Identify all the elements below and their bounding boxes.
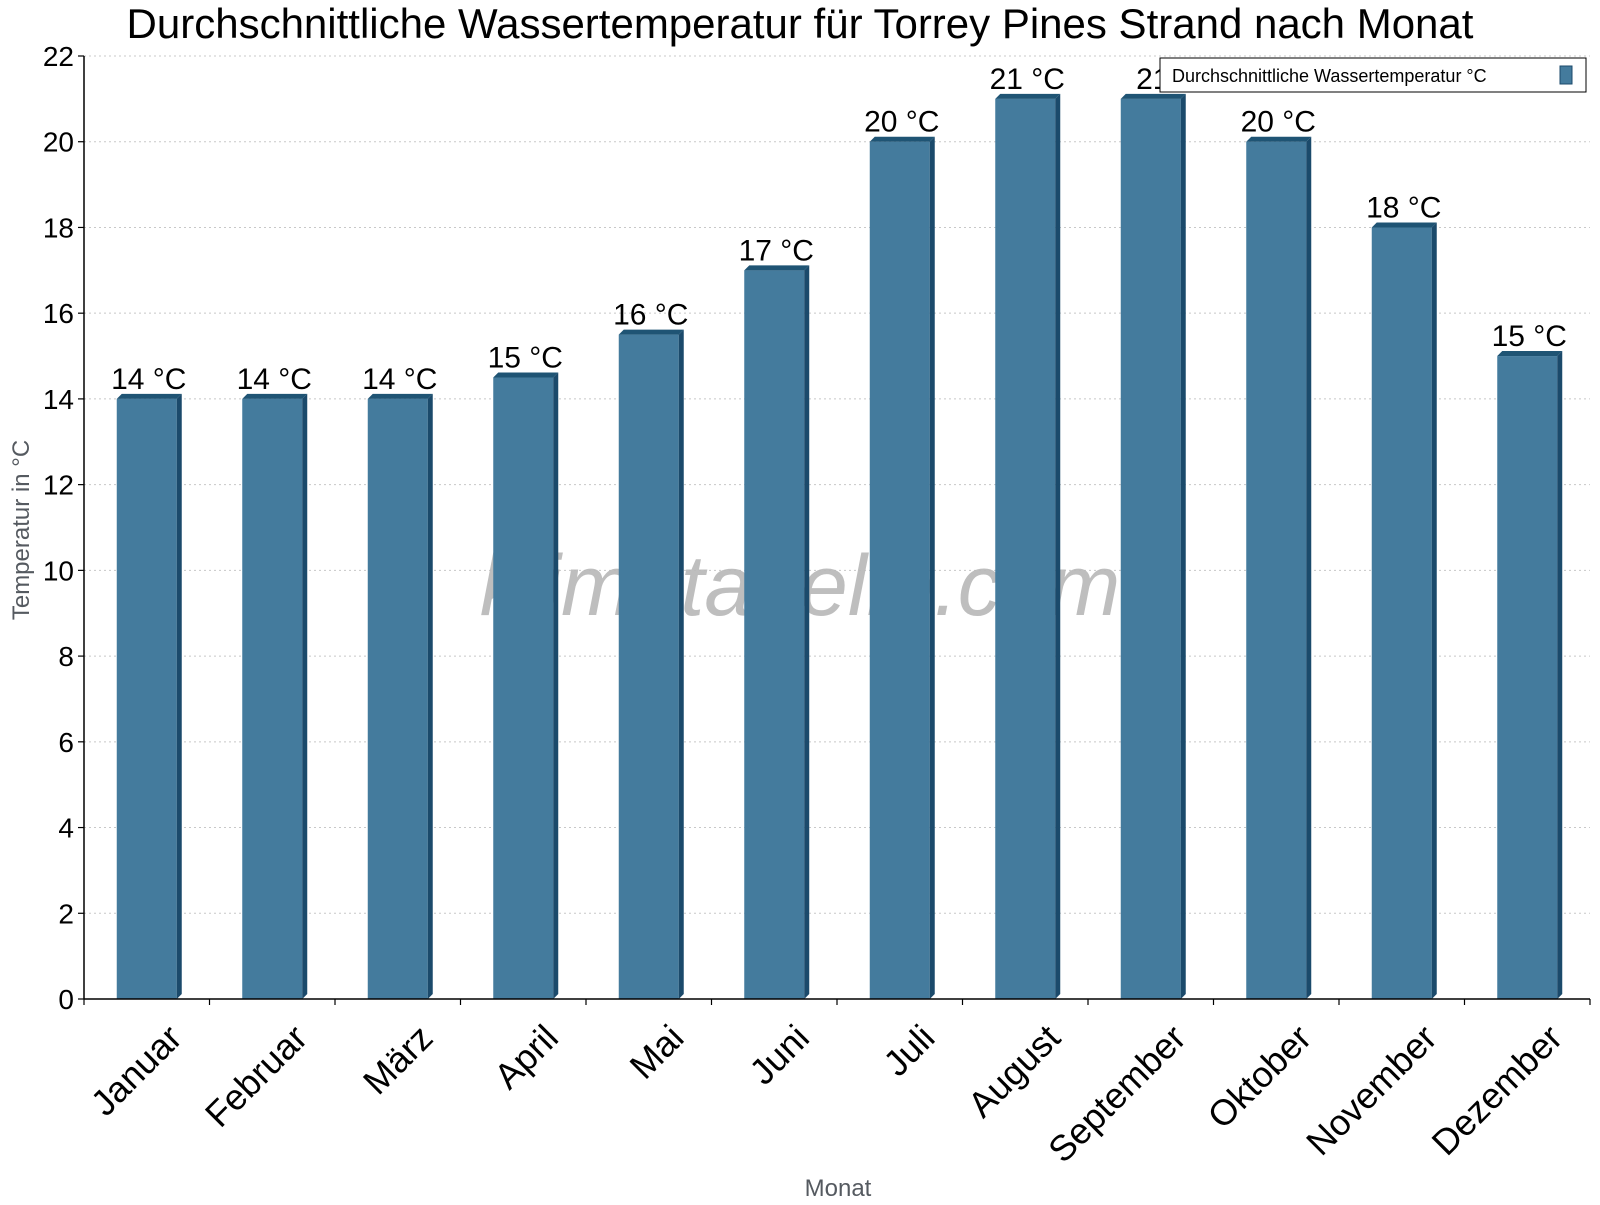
data-label: 20 °C xyxy=(1241,106,1316,139)
bar-front xyxy=(869,141,930,999)
bar-side xyxy=(302,393,308,1000)
bar-8 xyxy=(995,93,1061,999)
data-labels: 14 °C 14 °C 14 °C 15 °C 16 °C 17 °C 20 °C 21 °C… xyxy=(111,63,1567,396)
data-label: 17 °C xyxy=(739,234,814,267)
bar-side xyxy=(1306,136,1312,999)
data-label: 14 °C xyxy=(111,363,186,396)
bars xyxy=(116,93,1563,1000)
bar-10 xyxy=(1246,136,1312,999)
y-tick-label: 16 xyxy=(43,298,74,329)
bar-top xyxy=(618,329,684,335)
x-tick-label: Januar xyxy=(83,1017,190,1124)
bar-front xyxy=(1120,98,1181,999)
x-tick-label: September xyxy=(1040,1017,1194,1171)
bar-top xyxy=(1497,351,1563,357)
x-tick-label: April xyxy=(486,1017,566,1097)
grid-lines xyxy=(84,55,1590,914)
x-axis-title: Monat xyxy=(805,1175,872,1200)
bar-top xyxy=(744,265,810,271)
bar-3 xyxy=(367,393,433,1000)
bar-front xyxy=(744,270,805,999)
data-label: 16 °C xyxy=(613,299,688,332)
legend-box xyxy=(1159,57,1587,93)
x-tick-label: Mai xyxy=(621,1017,691,1087)
x-tick-label: Juni xyxy=(741,1017,817,1093)
data-label: 14 °C xyxy=(362,363,437,396)
bar-front xyxy=(493,377,554,999)
y-axis-title: Temperatur in °C xyxy=(8,440,35,620)
bar-side xyxy=(1055,93,1061,999)
x-tick-label: Oktober xyxy=(1199,1017,1319,1137)
bar-front xyxy=(1246,141,1307,999)
bar-front xyxy=(367,398,428,1000)
data-label: 15 °C xyxy=(1492,320,1567,353)
bar-2 xyxy=(242,393,308,1000)
bar-side xyxy=(678,329,684,999)
x-ticks: Januar Februar März April Mai Juni Juli AugustS… xyxy=(83,999,1591,1171)
bar-11 xyxy=(1371,222,1437,1000)
bar-side xyxy=(176,393,182,1000)
bar-side xyxy=(427,393,433,1000)
bar-top xyxy=(995,93,1061,99)
y-tick-label: 12 xyxy=(43,470,74,501)
x-tick-label: März xyxy=(355,1017,441,1103)
legend: Durchschnittliche Wassertemperatur °C xyxy=(1159,57,1587,93)
bar-front xyxy=(995,98,1056,999)
y-tick-label: 10 xyxy=(43,555,74,586)
y-tick-label: 20 xyxy=(43,127,74,158)
bar-top xyxy=(1120,93,1186,99)
bar-front xyxy=(618,334,679,999)
bar-top xyxy=(1246,136,1312,142)
bar-1 xyxy=(116,393,182,1000)
y-tick-label: 8 xyxy=(58,641,74,672)
x-tick-label: August xyxy=(960,1017,1068,1125)
bar-front xyxy=(1497,356,1558,1000)
bar-12 xyxy=(1497,351,1563,1000)
bar-top xyxy=(116,393,182,399)
bar-top xyxy=(367,393,433,399)
bar-top xyxy=(869,136,935,142)
y-tick-label: 14 xyxy=(43,384,74,415)
data-label: 15 °C xyxy=(488,341,563,374)
y-ticks: 0 2 4 6 8 10 12 14 16 18 20 22 xyxy=(43,41,84,1015)
x-tick-label: November xyxy=(1298,1017,1444,1163)
data-label: 14 °C xyxy=(237,363,312,396)
x-tick-label: Dezember xyxy=(1424,1017,1570,1163)
axes xyxy=(83,56,1590,1000)
bar-side xyxy=(804,265,810,999)
bar-front xyxy=(116,398,177,1000)
x-tick-label: Juli xyxy=(875,1017,942,1084)
x-tick-label: Februar xyxy=(197,1017,315,1135)
bar-front xyxy=(1371,227,1432,1000)
bar-top xyxy=(242,393,308,399)
bar-side xyxy=(553,372,559,999)
data-label: 18 °C xyxy=(1366,191,1441,224)
bar-side xyxy=(1180,93,1186,999)
bar-top xyxy=(1371,222,1437,228)
legend-label: Durchschnittliche Wassertemperatur °C xyxy=(1172,66,1487,86)
bar-side xyxy=(1557,351,1563,1000)
legend-swatch xyxy=(1559,65,1573,85)
y-tick-label: 0 xyxy=(58,984,74,1015)
bar-7 xyxy=(869,136,935,999)
bar-4 xyxy=(493,372,559,999)
y-tick-label: 18 xyxy=(43,212,74,243)
y-tick-label: 2 xyxy=(58,898,74,929)
y-tick-label: 4 xyxy=(58,813,74,844)
bar-6 xyxy=(744,265,810,999)
data-label: 20 °C xyxy=(864,106,939,139)
y-tick-label: 22 xyxy=(43,41,74,72)
bar-side xyxy=(929,136,935,999)
y-tick-label: 6 xyxy=(58,727,74,758)
bar-5 xyxy=(618,329,684,999)
bar-front xyxy=(242,398,303,1000)
bar-9 xyxy=(1120,93,1186,999)
chart-title: Durchschnittliche Wassertemperatur für T… xyxy=(127,0,1474,47)
bar-side xyxy=(1431,222,1437,1000)
bar-top xyxy=(493,372,559,378)
data-label: 21 °C xyxy=(990,63,1065,96)
